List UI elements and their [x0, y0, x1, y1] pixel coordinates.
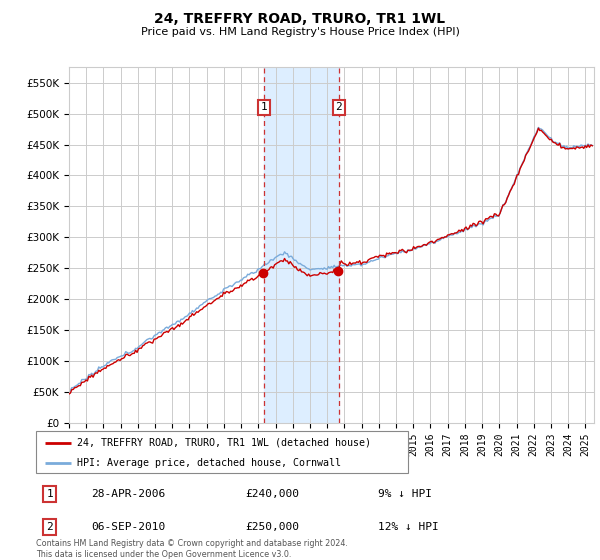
- Text: Contains HM Land Registry data © Crown copyright and database right 2024.
This d: Contains HM Land Registry data © Crown c…: [36, 539, 348, 559]
- Text: £250,000: £250,000: [246, 522, 300, 532]
- Text: 2: 2: [335, 102, 342, 113]
- FancyBboxPatch shape: [36, 431, 408, 473]
- Text: 12% ↓ HPI: 12% ↓ HPI: [378, 522, 439, 532]
- Text: 1: 1: [260, 102, 267, 113]
- Bar: [264, 67, 339, 423]
- Text: 2: 2: [46, 522, 53, 532]
- Text: 24, TREFFRY ROAD, TRURO, TR1 1WL: 24, TREFFRY ROAD, TRURO, TR1 1WL: [154, 12, 446, 26]
- Text: Price paid vs. HM Land Registry's House Price Index (HPI): Price paid vs. HM Land Registry's House …: [140, 27, 460, 37]
- Text: 1: 1: [46, 489, 53, 499]
- Text: £240,000: £240,000: [246, 489, 300, 499]
- Text: 9% ↓ HPI: 9% ↓ HPI: [378, 489, 432, 499]
- Text: 06-SEP-2010: 06-SEP-2010: [91, 522, 166, 532]
- Text: HPI: Average price, detached house, Cornwall: HPI: Average price, detached house, Corn…: [77, 458, 341, 468]
- Text: 28-APR-2006: 28-APR-2006: [91, 489, 166, 499]
- Text: 24, TREFFRY ROAD, TRURO, TR1 1WL (detached house): 24, TREFFRY ROAD, TRURO, TR1 1WL (detach…: [77, 437, 371, 447]
